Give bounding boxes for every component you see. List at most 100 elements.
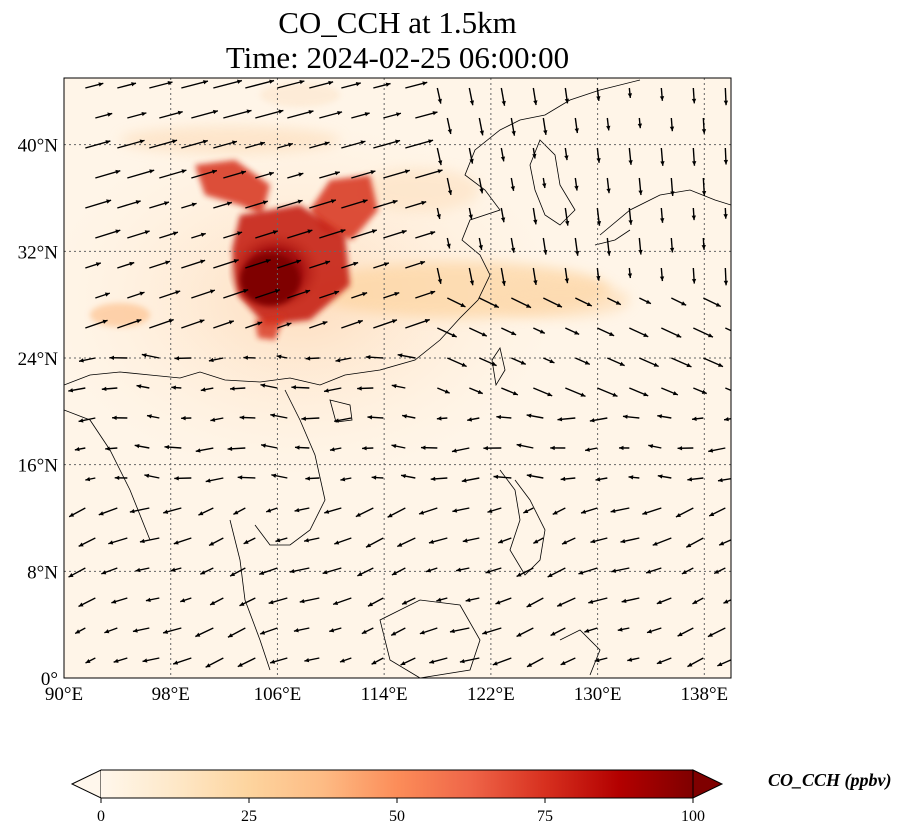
wind-arrow xyxy=(479,297,500,309)
wind-arrow xyxy=(383,292,400,299)
wind-arrow xyxy=(597,387,618,398)
vietnam-coast xyxy=(254,389,326,546)
wind-arrow xyxy=(418,507,438,515)
wind-arrow xyxy=(723,207,728,219)
wind-arrow xyxy=(245,141,266,149)
wind-arrow xyxy=(675,507,694,518)
wind-arrow xyxy=(657,414,672,419)
wind-arrow xyxy=(723,416,731,422)
wind-arrow xyxy=(556,597,576,607)
wind-arrow xyxy=(265,507,278,513)
wind-arrow xyxy=(68,387,86,393)
wind-arrow xyxy=(596,147,601,163)
wind-arrow xyxy=(129,507,150,514)
wind-arrow xyxy=(415,169,443,179)
hainan-coast xyxy=(329,399,353,423)
wind-arrow xyxy=(260,443,278,449)
wind-arrow xyxy=(303,537,320,543)
wind-arrow xyxy=(117,200,141,209)
wind-arrow xyxy=(671,297,687,306)
wind-arrow xyxy=(511,357,527,365)
wind-arrow xyxy=(564,267,569,284)
wind-arrow xyxy=(510,117,516,136)
wind-arrow xyxy=(213,79,243,89)
wind-arrow xyxy=(717,477,731,483)
wind-arrow xyxy=(532,87,538,106)
wind-arrow xyxy=(692,597,704,605)
wind-arrow xyxy=(112,415,128,420)
wind-arrow xyxy=(500,147,506,162)
wind-arrow xyxy=(659,87,665,101)
wind-arrow xyxy=(735,358,753,366)
wind-arrow xyxy=(446,237,451,249)
wind-arrow xyxy=(85,140,111,149)
china-coast xyxy=(64,79,641,386)
plume-peak xyxy=(240,254,300,306)
wind-arrow xyxy=(85,319,108,329)
wind-arrow xyxy=(723,267,729,286)
wind-arrow xyxy=(319,171,340,179)
wind-arrow xyxy=(149,260,171,269)
wind-arrow xyxy=(362,446,374,451)
wind-arrow xyxy=(277,80,305,89)
wind-arrow xyxy=(723,599,731,604)
wind-arrow xyxy=(111,597,128,604)
wind-arrow xyxy=(227,446,246,451)
wind-arrow xyxy=(98,507,118,516)
wind-arrow xyxy=(132,627,150,633)
colorbar: 0 25 50 75 100 xyxy=(70,769,724,825)
wind-arrow xyxy=(74,627,86,635)
wind-arrow xyxy=(365,537,384,548)
wind-arrow xyxy=(181,202,197,209)
wind-arrow xyxy=(270,413,288,419)
wind-arrow xyxy=(233,507,246,515)
wind-arrow xyxy=(223,170,247,179)
wind-arrow xyxy=(478,237,483,250)
wind-arrow xyxy=(104,627,118,634)
wind-arrow xyxy=(340,477,352,482)
wind-arrow xyxy=(725,327,731,332)
wind-arrow xyxy=(459,657,480,664)
wind-arrow xyxy=(387,507,406,518)
wind-arrow xyxy=(691,87,697,104)
wind-arrow xyxy=(383,169,410,179)
wind-arrow xyxy=(114,475,128,481)
wind-arrow xyxy=(223,231,243,239)
wind-arrow xyxy=(191,169,218,179)
lat-tick-label-1: 8°N xyxy=(27,562,58,583)
wind-arrow xyxy=(245,259,271,269)
wind-arrow xyxy=(415,231,436,239)
wind-arrow xyxy=(693,387,708,395)
wind-arrow xyxy=(419,627,438,635)
japan-coast xyxy=(599,189,731,236)
wind-arrow xyxy=(149,318,174,329)
kyushu-coast xyxy=(594,229,631,246)
wind-arrow xyxy=(162,627,182,634)
wind-arrow xyxy=(437,387,450,394)
wind-arrow xyxy=(174,356,192,361)
colorbar-tick-label-4: 100 xyxy=(681,808,705,825)
wind-arrow xyxy=(687,657,704,668)
wind-arrow xyxy=(542,177,547,189)
wind-arrow xyxy=(117,139,145,149)
lon-tick-label-3: 114°E xyxy=(361,684,408,705)
wind-arrow xyxy=(449,627,470,634)
wind-arrow xyxy=(708,507,726,517)
wind-arrow xyxy=(671,357,692,368)
wind-arrow xyxy=(734,178,738,194)
wind-arrow xyxy=(402,414,416,419)
wind-arrow xyxy=(277,259,302,269)
wind-arrow xyxy=(580,507,598,514)
wind-arrow xyxy=(550,445,566,451)
wind-arrow xyxy=(550,627,566,637)
wind-arrow xyxy=(492,657,512,666)
plume-northwest xyxy=(195,160,270,215)
haze-band-ocean xyxy=(490,282,630,318)
colorbar-ticks: 0 25 50 75 100 xyxy=(97,798,705,825)
wind-arrow xyxy=(606,237,612,256)
wind-arrow xyxy=(436,147,443,166)
haze-band-north xyxy=(120,126,340,154)
wind-arrow xyxy=(656,597,672,605)
wind-arrow xyxy=(127,111,147,119)
wind-arrow xyxy=(639,297,652,305)
